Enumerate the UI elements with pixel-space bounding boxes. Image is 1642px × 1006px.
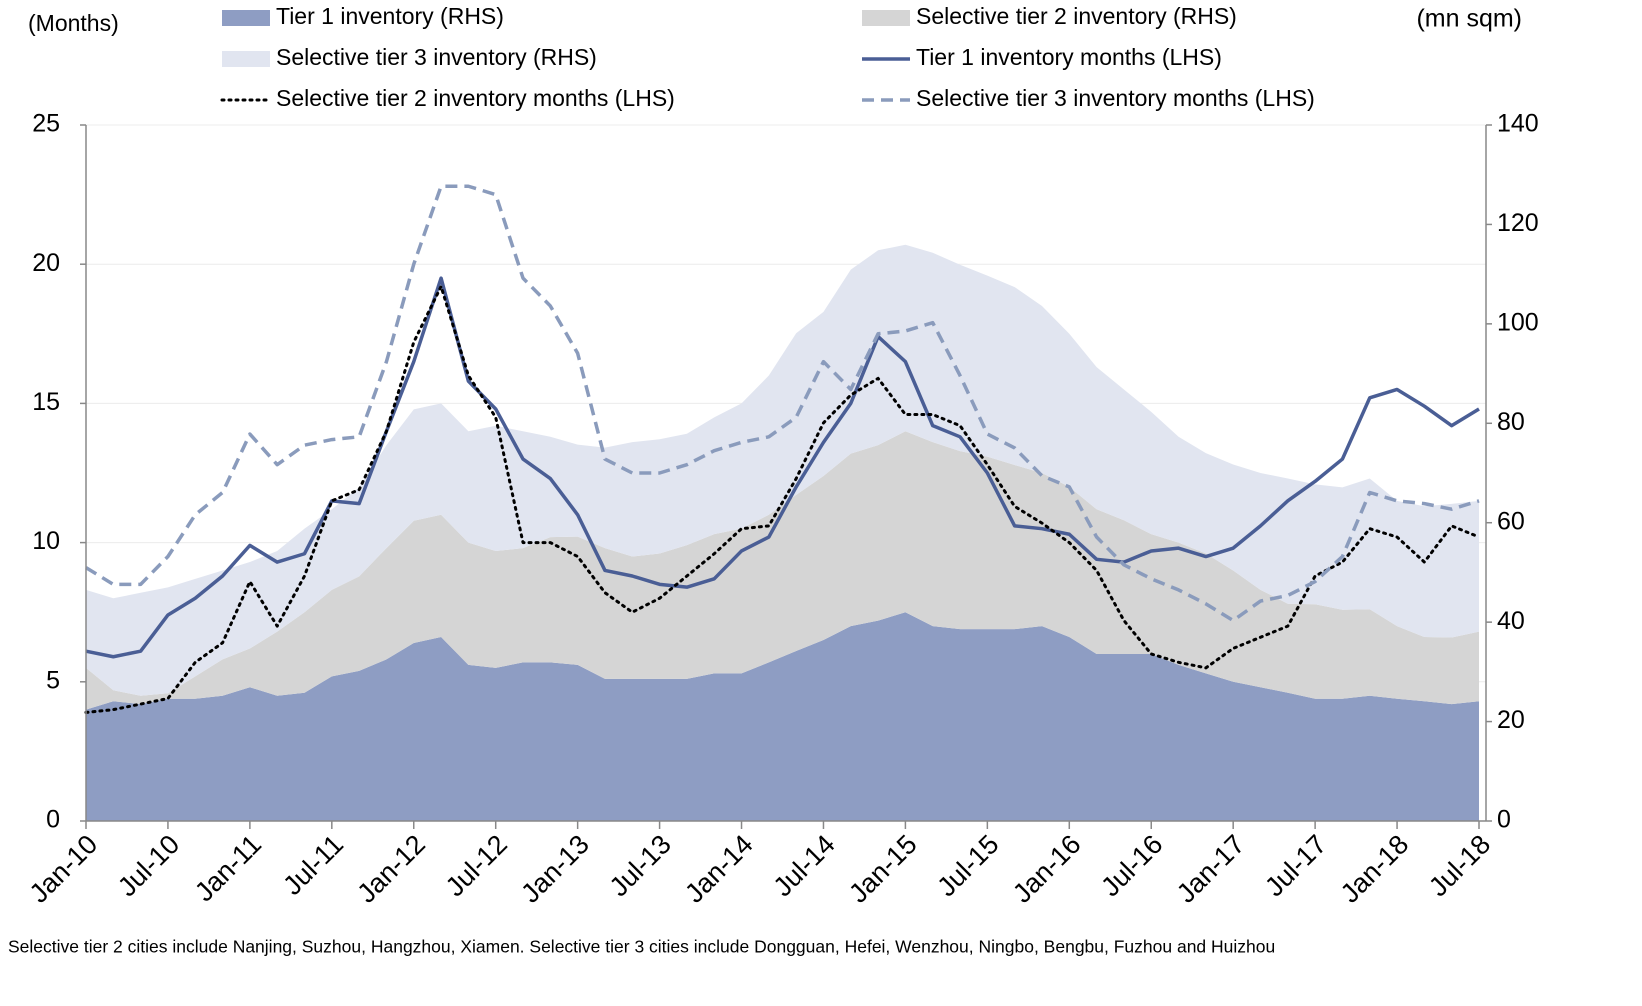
legend-label: Selective tier 3 inventory months (LHS) [916, 85, 1315, 111]
legend-label: Selective tier 2 inventory months (LHS) [276, 85, 675, 111]
x-tick-label: Jan-18 [1335, 829, 1415, 909]
y2-tick-label: 40 [1497, 607, 1525, 635]
legend-swatch [222, 10, 270, 26]
y2-tick-label: 20 [1497, 706, 1525, 734]
legend-item: Selective tier 2 inventory (RHS) [862, 3, 1237, 29]
line [85, 184, 1480, 623]
legend-item: Selective tier 3 inventory months (LHS) [862, 85, 1315, 111]
y2-tick-label: 120 [1497, 209, 1539, 237]
legend-item: Selective tier 2 inventory months (LHS) [220, 85, 675, 111]
y-axis-label: (Months) [28, 10, 119, 36]
y-tick-label: 25 [32, 110, 60, 138]
legend-item: Selective tier 3 inventory (RHS) [222, 44, 597, 70]
x-tick-label: Jan-12 [351, 829, 431, 909]
x-tick-label: Jul-13 [604, 829, 677, 902]
area [86, 431, 1479, 710]
x-tick-label: Jan-14 [679, 829, 759, 909]
legend-item: Tier 1 inventory (RHS) [222, 3, 504, 29]
legend-label: Selective tier 2 inventory (RHS) [916, 3, 1237, 29]
y-tick-label: 15 [32, 388, 60, 416]
y2-axis-label: (mn sqm) [1416, 5, 1522, 33]
legend-swatch [862, 10, 910, 26]
y2-tick-label: 0 [1497, 806, 1511, 834]
x-tick-label: Jan-17 [1171, 829, 1251, 909]
area [86, 612, 1479, 821]
x-tick-label: Jan-16 [1007, 829, 1087, 909]
y2-tick-label: 80 [1497, 408, 1525, 436]
x-tick-label: Jul-15 [931, 829, 1004, 902]
footnote: Selective tier 2 cities include Nanjing,… [8, 937, 1275, 957]
line [84, 284, 1481, 714]
legend-swatch [222, 51, 270, 67]
area [86, 244, 1479, 696]
y-tick-label: 10 [32, 527, 60, 555]
y2-tick-label: 140 [1497, 110, 1539, 138]
x-tick-label: Jul-16 [1095, 829, 1168, 902]
x-tick-label: Jul-12 [440, 829, 513, 902]
y2-tick-label: 60 [1497, 507, 1525, 535]
x-tick-label: Jul-10 [112, 829, 185, 902]
plot-area [84, 124, 1486, 821]
x-tick-label: Jan-11 [189, 829, 267, 907]
y-tick-label: 0 [46, 806, 60, 834]
legend-label: Selective tier 3 inventory (RHS) [276, 44, 597, 70]
legend-label: Tier 1 inventory (RHS) [276, 3, 504, 29]
x-tick-label: Jan-10 [24, 829, 104, 909]
y-tick-label: 20 [32, 249, 60, 277]
y2-tick-label: 100 [1497, 308, 1539, 336]
legend-label: Tier 1 inventory months (LHS) [916, 44, 1222, 70]
x-tick-label: Jul-18 [1423, 829, 1496, 902]
line [85, 276, 1480, 659]
legend-item: Tier 1 inventory months (LHS) [862, 44, 1222, 70]
x-tick-label: Jan-15 [843, 829, 923, 909]
y-tick-label: 5 [46, 666, 60, 694]
x-tick-label: Jul-11 [277, 829, 349, 901]
x-tick-label: Jul-14 [768, 829, 841, 902]
x-tick-label: Jan-13 [515, 829, 595, 909]
x-tick-label: Jul-17 [1259, 829, 1332, 902]
